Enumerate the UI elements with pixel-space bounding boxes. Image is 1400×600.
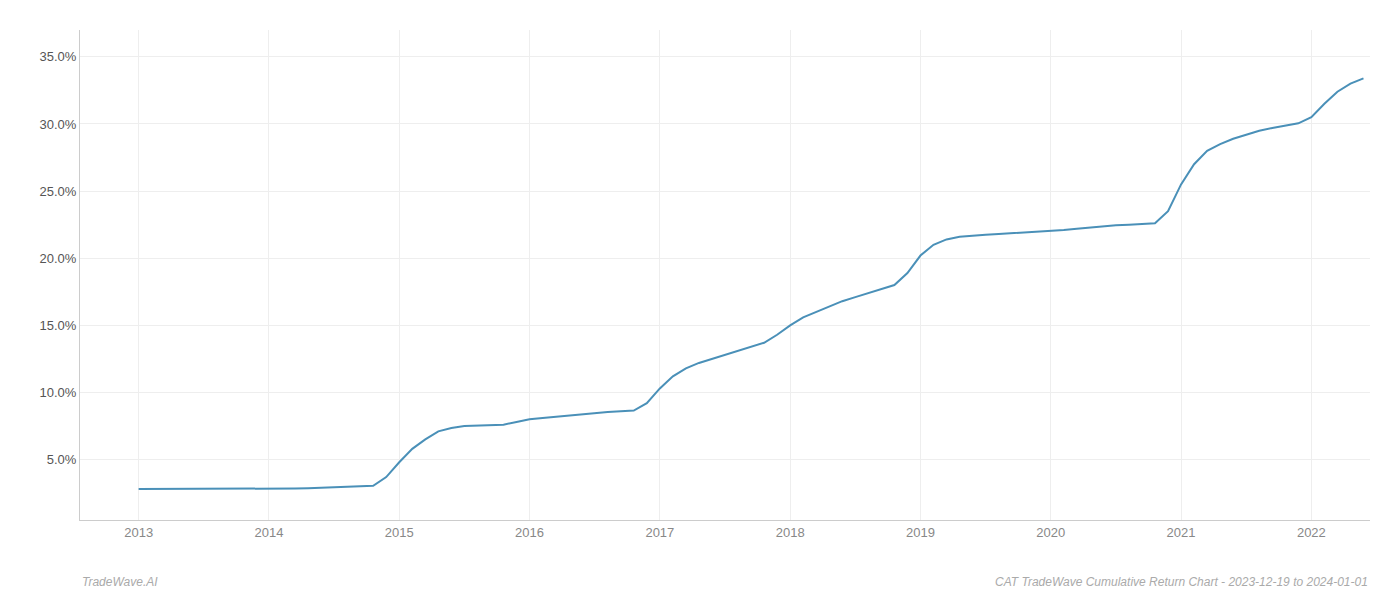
svg-text:2018: 2018 <box>776 525 805 540</box>
svg-text:2016: 2016 <box>515 525 544 540</box>
svg-text:2020: 2020 <box>1036 525 1065 540</box>
svg-text:2015: 2015 <box>385 525 414 540</box>
svg-text:15.0%: 15.0% <box>40 318 77 333</box>
svg-text:35.0%: 35.0% <box>40 49 77 64</box>
svg-text:20.0%: 20.0% <box>40 251 77 266</box>
svg-text:2022: 2022 <box>1297 525 1326 540</box>
svg-text:2017: 2017 <box>645 525 674 540</box>
svg-text:2021: 2021 <box>1167 525 1196 540</box>
svg-text:TradeWave.AI: TradeWave.AI <box>82 575 158 589</box>
svg-text:2019: 2019 <box>906 525 935 540</box>
svg-text:2013: 2013 <box>124 525 153 540</box>
svg-text:10.0%: 10.0% <box>40 385 77 400</box>
svg-text:5.0%: 5.0% <box>47 452 77 467</box>
svg-text:30.0%: 30.0% <box>40 117 77 132</box>
svg-text:2014: 2014 <box>254 525 283 540</box>
svg-text:CAT TradeWave Cumulative Retur: CAT TradeWave Cumulative Return Chart - … <box>995 575 1368 589</box>
svg-text:25.0%: 25.0% <box>40 184 77 199</box>
